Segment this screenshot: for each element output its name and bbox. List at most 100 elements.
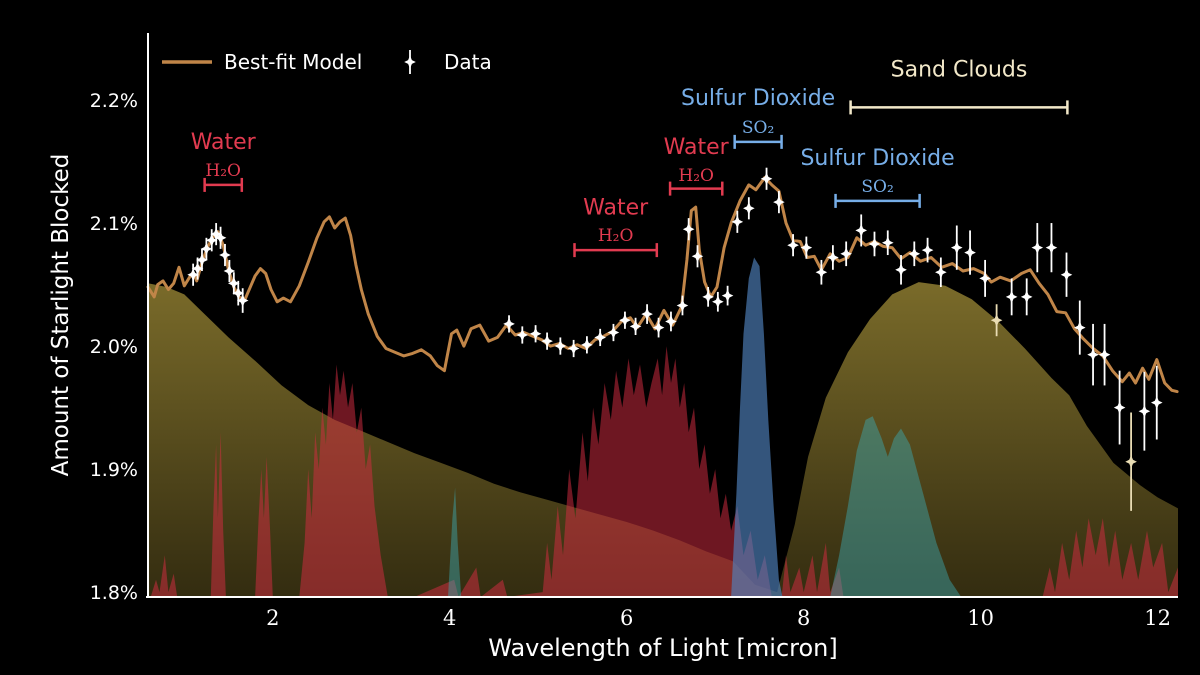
data-point	[990, 304, 1003, 337]
annotation-label: Water	[664, 135, 730, 160]
annotation-sand-clouds: Sand Clouds	[849, 58, 1069, 115]
annotation-formula: SO₂	[742, 118, 774, 138]
data-point	[594, 328, 606, 347]
data-point	[827, 245, 839, 270]
data-point	[619, 311, 631, 329]
data-marker-icon	[187, 268, 199, 282]
data-point	[1098, 323, 1111, 386]
annotation-formula: H₂O	[598, 226, 634, 246]
y-tick-label: 2.2%	[90, 90, 138, 112]
data-point	[516, 326, 529, 344]
data-point	[567, 339, 580, 358]
data-point	[665, 311, 677, 332]
data-point	[214, 226, 227, 249]
legend-data-label: Data	[444, 50, 492, 74]
data-point	[503, 315, 515, 333]
data-marker-icon	[503, 317, 515, 331]
data-marker-icon	[404, 55, 416, 69]
data-marker-icon	[773, 195, 785, 209]
x-tick-label: 8	[797, 606, 810, 630]
data-marker-icon	[219, 248, 231, 262]
data-marker-icon	[990, 313, 1003, 327]
data-point	[950, 225, 963, 270]
data-point	[676, 295, 689, 316]
data-point	[210, 223, 222, 246]
annotation-formula: H₂O	[678, 166, 714, 186]
data-point	[800, 236, 813, 259]
data-point	[607, 323, 620, 342]
data-marker-icon	[815, 265, 828, 279]
data-marker-icon	[1020, 290, 1033, 304]
data-marker-icon	[652, 321, 665, 335]
data-marker-icon	[210, 227, 222, 241]
data-point	[1020, 278, 1033, 316]
data-marker-icon	[1150, 396, 1163, 410]
annotation-water-2: Water H₂O	[573, 195, 659, 258]
data-point	[881, 230, 894, 256]
data-marker-icon	[1060, 268, 1073, 282]
data-marker-icon	[881, 236, 894, 250]
annotation-formula: H₂O	[205, 161, 241, 181]
data-marker-icon	[236, 294, 249, 308]
data-point	[1087, 323, 1099, 386]
data-marker-icon	[964, 246, 976, 260]
data-point	[712, 291, 724, 312]
annotation-sulfur-dioxide-1: Sulfur Dioxide SO₂	[681, 86, 835, 149]
data-point	[1113, 370, 1126, 445]
data-point	[1073, 300, 1086, 355]
data-point	[691, 245, 704, 268]
data-point	[702, 287, 714, 307]
data-point	[979, 259, 991, 297]
data-point	[840, 241, 852, 267]
data-marker-icon	[682, 222, 695, 236]
data-point	[921, 237, 934, 263]
data-marker-icon	[529, 327, 542, 341]
data-point	[641, 304, 653, 324]
data-point	[652, 317, 665, 338]
data-point	[232, 280, 245, 306]
x-tick-label: 4	[443, 606, 456, 630]
data-marker-icon	[1087, 348, 1099, 362]
data-marker-icon	[1031, 241, 1044, 255]
data-point	[223, 259, 236, 283]
data-point	[908, 241, 921, 267]
annotation-label: Sand Clouds	[891, 58, 1028, 83]
data-point	[760, 167, 773, 190]
data-marker-icon	[581, 338, 593, 352]
data-marker-icon	[223, 264, 236, 278]
data-point	[868, 231, 881, 257]
data-points-layer	[187, 167, 1163, 511]
data-marker-icon	[516, 328, 529, 342]
data-marker-icon	[619, 313, 631, 327]
data-marker-icon	[950, 241, 963, 255]
data-marker-icon	[1005, 290, 1018, 304]
so2-narrow-spike-region	[448, 487, 462, 597]
water-absorption-region	[150, 346, 1179, 597]
sand-cloud-opacity-region	[148, 282, 1178, 597]
data-point	[773, 191, 785, 214]
annotations-layer: Water H₂O Water H₂O Water H₂O Sulfur Dioxide SO…	[191, 58, 1069, 258]
data-point	[541, 332, 553, 350]
data-marker-icon	[665, 314, 677, 328]
data-point	[721, 285, 734, 306]
data-marker-icon	[200, 242, 213, 256]
annotation-label: Sulfur Dioxide	[800, 146, 954, 171]
data-point	[196, 248, 208, 272]
data-point	[787, 234, 799, 257]
data-marker-icon	[567, 342, 580, 356]
data-point	[1060, 252, 1073, 297]
legend: Best-fit Model Data	[162, 50, 492, 74]
data-point	[581, 336, 593, 354]
data-point	[529, 325, 542, 343]
data-marker-icon	[855, 223, 868, 237]
x-axis-title: Wavelength of Light [micron]	[488, 634, 838, 662]
data-marker-icon	[541, 334, 553, 348]
data-point	[200, 237, 213, 260]
data-point	[1031, 223, 1044, 273]
annotation-water-1: Water H₂O	[191, 130, 257, 192]
data-marker-icon	[1098, 348, 1111, 362]
x-tick-label: 10	[967, 606, 994, 630]
data-marker-icon	[921, 243, 934, 257]
data-point	[964, 230, 976, 275]
